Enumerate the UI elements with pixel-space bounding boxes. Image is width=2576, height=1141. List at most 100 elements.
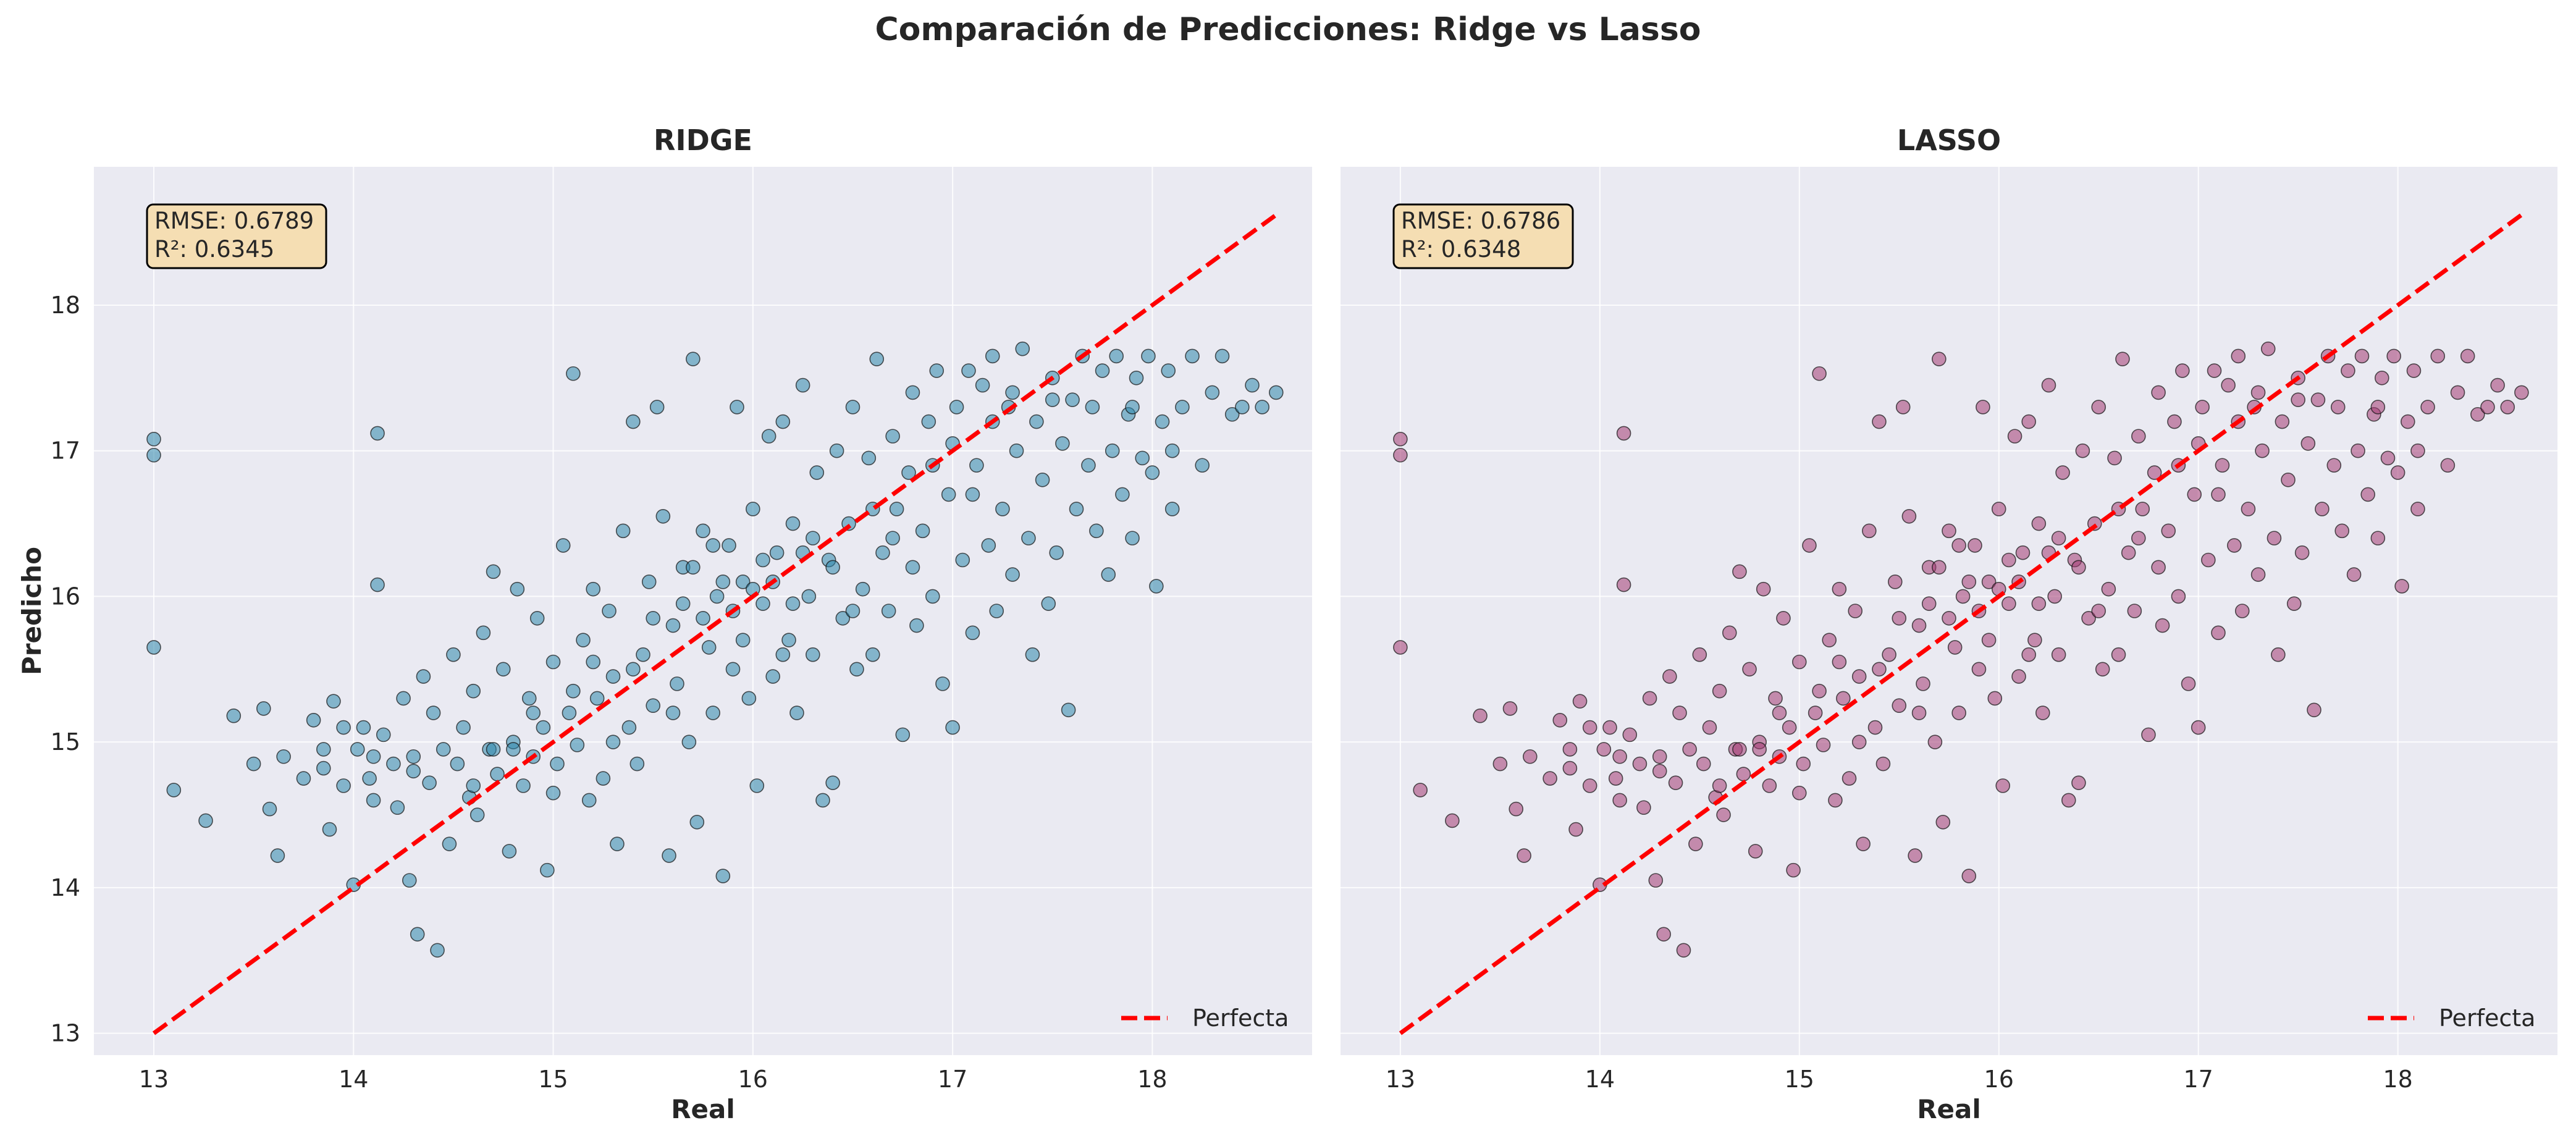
ridge-data-point [602,604,617,618]
lasso-data-point [2406,363,2422,378]
ridge-data-point [696,610,710,626]
ridge-data-point [270,848,285,863]
ridge-xtick-label: 17 [938,1066,967,1093]
ridge-data-point [1125,531,1140,545]
lasso-xtick-label: 17 [2184,1066,2213,1093]
ridge-data-point [629,756,645,772]
lasso-data-point [1951,705,1966,720]
ridge-data-point [785,516,801,531]
lasso-data-point [1582,778,1597,793]
lasso-data-point [2334,523,2350,539]
lasso-data-point [1802,538,1817,553]
lasso-data-point [2091,604,2107,618]
ridge-data-point [686,560,701,575]
ridge-data-point [566,366,581,381]
ridge-data-point [935,676,950,691]
lasso-data-point [1732,742,1747,757]
ridge-data-point [949,400,964,415]
lasso-data-point [1656,927,1671,942]
ridge-data-point [586,581,600,597]
lasso-data-point [2430,348,2446,364]
ridge-data-point [406,764,421,779]
lasso-data-point [1872,414,1887,429]
ridge-data-point [725,662,741,677]
ridge-metrics-box: RMSE: 0.6789 R²: 0.6345 [146,203,327,269]
ridge-data-point [495,662,511,677]
ridge-data-point [366,749,381,764]
ridge-data-point [675,596,691,612]
lasso-data-point [2055,465,2070,480]
ridge-data-point [715,575,731,589]
ridge-data-point [610,836,625,851]
ridge-xlabel: Real [671,1094,735,1124]
lasso-data-point [2031,596,2047,612]
lasso-grid [1341,167,2557,1055]
lasso-data-point [1732,564,1747,579]
lasso-data-point [1832,581,1847,597]
ridge-data-point [1015,341,1030,356]
ridge-data-point [941,487,956,502]
ridge-data-point [806,647,820,662]
ridge-data-point [486,742,501,757]
ridge-data-point [1255,400,1269,415]
lasso-data-point [2021,414,2036,429]
ridge-data-point [845,400,861,415]
lasso-data-point [1947,640,1963,655]
lasso-data-point [2326,458,2342,473]
ridge-data-point [426,705,441,720]
ridge-data-point [835,610,851,626]
ridge-data-point [410,927,425,942]
lasso-data-point [1828,793,1843,808]
lasso-data-point [2450,385,2465,400]
lasso-panel: 13 14 15 16 17 18 LASSO Real RMSE: 0.6786 R²:… [1341,124,2557,1124]
ridge-legend: Perfecta [1121,1004,1289,1032]
ridge-data-point [1195,458,1210,473]
ridge-data-point [806,531,820,545]
ridge-data-point [989,604,1004,618]
lasso-data-point [2075,443,2090,458]
lasso-data-point [2460,348,2475,364]
ridge-data-point [746,502,760,516]
lasso-data-point [2011,669,2026,684]
ridge-data-point [521,691,537,706]
ridge-data-point [390,800,405,815]
ridge-data-point [861,450,877,466]
ridge-data-point [366,793,381,808]
ridge-data-point [1049,545,1064,560]
lasso-data-point [2101,581,2116,597]
lasso-data-point [1543,771,1557,786]
ridge-data-point [789,705,804,720]
ridge-data-point [226,708,242,723]
ridge-data-point [406,749,421,764]
lasso-data-point [1842,771,1857,786]
lasso-data-point [2400,414,2415,429]
lasso-data-point [1791,785,1807,801]
ridge-data-point [1214,348,1230,364]
lasso-data-point [1782,720,1797,735]
lasso-data-point [1888,575,1903,589]
lasso-data-point [1742,662,1757,677]
ridge-data-point [510,581,525,597]
ridge-data-point [809,465,825,480]
ridge-data-point [1245,377,1260,393]
lasso-data-point [1856,836,1871,851]
lasso-data-point [1602,720,1617,735]
ridge-data-point [1269,385,1284,400]
lasso-data-point [1981,575,1997,589]
lasso-data-point [1509,801,1523,817]
lasso-data-point [2241,502,2256,516]
lasso-legend: Perfecta [2368,1004,2535,1032]
ridge-data-point [146,432,161,447]
lasso-data-point [2286,596,2302,612]
lasso-data-point [2346,567,2362,582]
lasso-data-point [2211,625,2226,641]
ridge-data-point [641,575,657,589]
ridge-data-point [701,640,717,655]
ridge-data-point [1145,465,1160,480]
ridge-rmse: RMSE: 0.6789 [154,208,314,234]
ridge-data-point [885,429,900,444]
lasso-data-point [1812,366,1827,381]
ridge-data-point [430,943,445,958]
lasso-data-point [2187,487,2202,502]
lasso-data-point [1393,640,1408,655]
